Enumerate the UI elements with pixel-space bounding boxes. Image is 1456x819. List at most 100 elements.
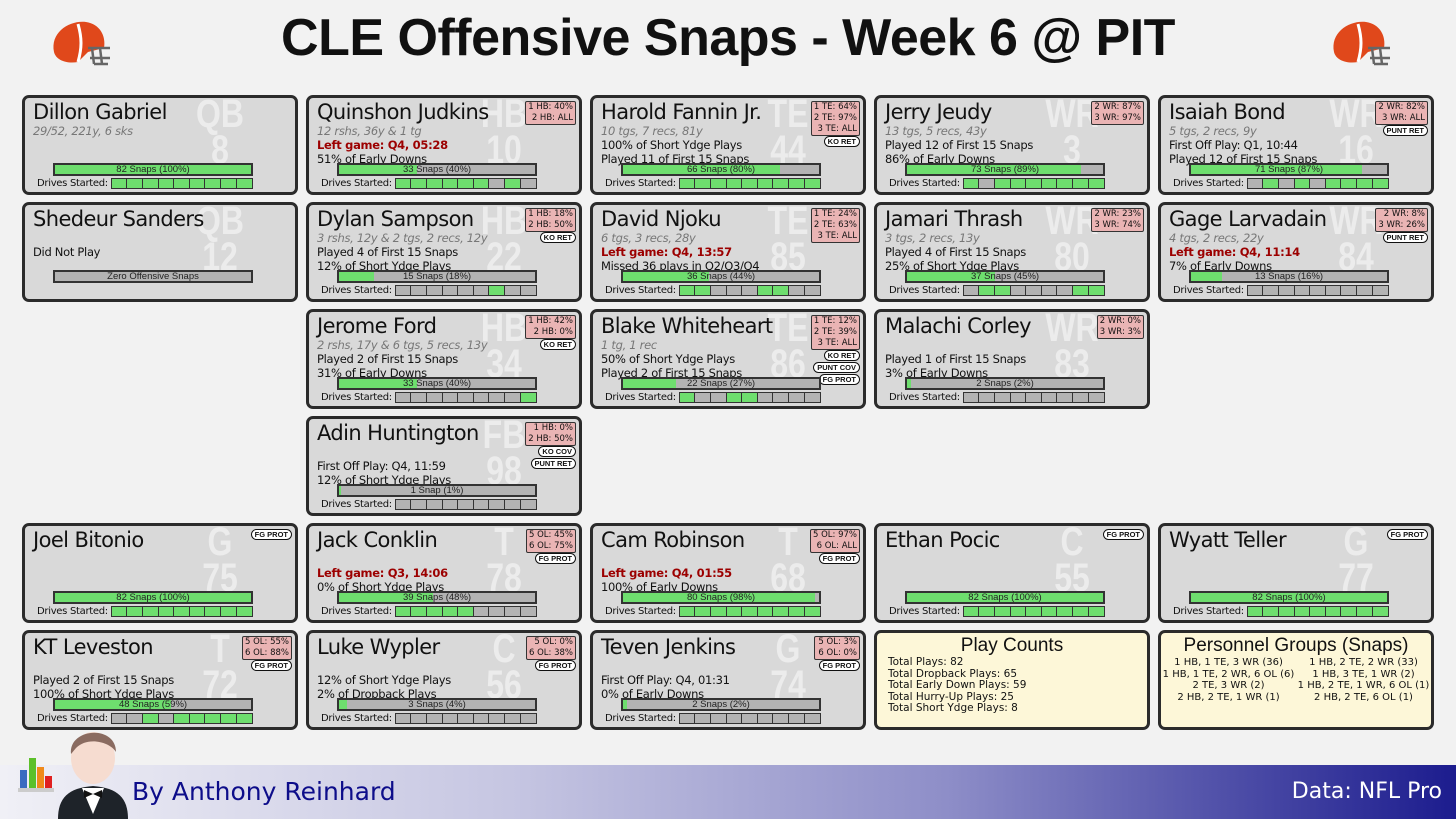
drive-cell [757,714,774,723]
drive-cell [1073,286,1089,295]
left-game-note: Left game: Q4, 01:55 [601,566,732,580]
note-line: 100% of Early Downs [601,580,718,594]
drive-cell [489,714,506,723]
personnel-group-item: 1 HB, 2 TE, 2 WR (33) [1309,657,1418,668]
position-label: TE [767,202,809,243]
snap-count: 3 Snaps (4%) [408,699,466,710]
snap-bar: 3 Snaps (4%) [337,698,537,711]
drive-cell [411,607,428,616]
special-teams-tag: FG PROT [250,660,292,671]
play-count-item: Total Early Down Plays: 59 [888,679,1027,691]
drive-cell [1026,607,1042,616]
drive-cell [489,500,506,509]
player-name: Wyatt Teller [1169,528,1287,552]
drive-cells [678,713,822,724]
drive-cell [757,393,774,402]
special-teams-tag: FG PROT [534,553,576,564]
special-teams-tags: KO RET [823,136,860,147]
drive-cell [427,714,443,723]
player-card: FB 98 Adin Huntington First Off Play: Q4, 1… [306,416,582,516]
snap-count: 66 Snaps (80%) [686,164,756,175]
drive-cell [1310,286,1326,295]
snap-count: 80 Snaps (98%) [686,592,756,603]
drive-cell [489,607,506,616]
drive-cell [995,607,1011,616]
drives-started: Drives Started: [321,392,538,403]
drive-cell [726,607,743,616]
drive-cells [394,499,538,510]
player-card: T 78 Jack Conklin Left game: Q3, 14:06 0% of… [306,523,582,623]
badge-line: 1 HB: 40% [528,102,573,112]
drive-cell [458,607,474,616]
snap-bar-fill [339,593,434,602]
badge-line: 3 TE: ALL [817,231,857,241]
drive-cell [789,286,805,295]
drive-cell [520,714,537,723]
drive-cells [962,178,1106,189]
special-teams-tag: PUNT COV [813,362,860,373]
special-teams-tags: KO RET [539,232,576,243]
note-line: Played 12 of First 15 Snaps [1169,152,1318,166]
special-teams-tag: FG PROT [818,553,860,564]
special-teams-tags: FG PROT [534,553,576,564]
drive-cell [221,179,237,188]
player-card: WR 83 Malachi Corley Played 1 of First 15 S… [874,309,1150,409]
drive-cell [205,714,222,723]
badge-line: 1 HB: 18% [528,209,573,219]
drive-cell [1357,179,1373,188]
page-title: CLE Offensive Snaps - Week 6 @ PIT [281,9,1175,67]
snap-count: 39 Snaps (48%) [402,592,472,603]
personnel-share-badge: 5 OL: 0% 6 OL: 38% [526,636,576,660]
personnel-share-badge: 5 OL: 97% 6 OL: ALL [810,529,860,553]
play-count-item: Total Plays: 82 [888,656,964,668]
player-card: C 56 Luke Wypler 12% of Short Ydge Plays 2% … [306,630,582,730]
drive-cell [174,714,190,723]
player-card: HB 22 Dylan Sampson 3 rshs, 12y & 2 tgs, 2 … [306,202,582,302]
snap-count: 48 Snaps (59%) [118,699,188,710]
snap-bar-fill [339,486,341,495]
drive-cell [205,179,222,188]
play-counts-title: Play Counts [960,635,1064,656]
personnel-share-badge: 1 HB: 18% 2 HB: 50% [525,208,576,232]
drive-cell [395,607,412,616]
snap-bar: 82 Snaps (100%) [53,163,253,176]
drives-started-label: Drives Started: [37,606,108,617]
drives-started: Drives Started: [321,499,538,510]
snap-bar: 37 Snaps (45%) [905,270,1105,283]
snap-count: 1 Snap (1%) [410,485,464,496]
note-line: Did Not Play [33,245,101,259]
drive-cell [711,179,727,188]
drives-started: Drives Started: [321,178,538,189]
special-teams-tag: FG PROT [534,660,576,671]
position-label: WR [1045,309,1099,350]
drive-cell [411,714,428,723]
drive-cell [473,607,490,616]
drive-cell [127,179,144,188]
drive-cell [789,393,805,402]
drives-started-label: Drives Started: [889,392,960,403]
badge-line: 2 WR: 8% [1383,209,1425,219]
drive-cell [804,179,821,188]
drive-cell [726,286,743,295]
drive-cell [489,286,506,295]
drive-cell [995,393,1011,402]
position-label: C [1060,523,1084,564]
badge-line: 2 WR: 23% [1094,209,1141,219]
drive-cells [394,713,538,724]
drives-started-label: Drives Started: [37,178,108,189]
drive-cell [1073,179,1089,188]
drives-started-label: Drives Started: [605,285,676,296]
player-card: T 68 Cam Robinson Left game: Q4, 01:55 100% … [590,523,866,623]
note-line: 100% of Short Ydge Plays [601,138,742,152]
drive-cell [789,714,805,723]
snap-bar: 36 Snaps (44%) [621,270,821,283]
drive-cell [773,607,790,616]
drives-started: Drives Started: [1173,606,1390,617]
drive-cell [1010,607,1027,616]
badge-line: 2 TE: 63% [813,220,857,230]
drive-cell [963,179,980,188]
stat-line: 6 tgs, 3 recs, 28y [601,231,696,245]
drive-cell [442,500,459,509]
special-teams-tag: PUNT RET [1382,232,1428,243]
drive-cell [742,179,758,188]
